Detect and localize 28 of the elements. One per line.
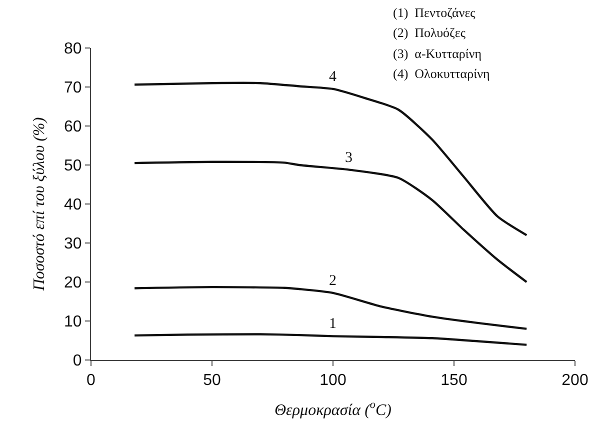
line-series	[133, 82, 528, 236]
text: (1) Πεντοζάνες	[393, 5, 476, 20]
y-axis-title: Ποσοστό επί του ξύλου (%)	[30, 117, 48, 292]
annotation: (4) Ολοκυτταρίνη	[393, 66, 490, 81]
line-series	[133, 286, 528, 330]
series-label: 3	[345, 150, 352, 166]
x-tick-label: 0	[86, 372, 96, 390]
y-tick-label: 30	[64, 236, 82, 253]
x-axis-title: Θερμοκρασία ($^{o}$C)	[274, 399, 392, 419]
y-tick-label: 20	[64, 274, 82, 292]
line-series	[133, 160, 528, 284]
x-tick-label: 50	[203, 372, 221, 390]
y-tick-label: 70	[64, 80, 82, 97]
y-tick-label: 50	[64, 158, 82, 175]
x-tick-label: 200	[562, 372, 588, 390]
y-tick-label: 10	[64, 314, 82, 331]
text: (2) Πολυόζες	[393, 25, 466, 40]
y-tick-label: 40	[64, 196, 82, 214]
annotation: (3) α-Κυτταρίνη	[393, 46, 482, 61]
y-tick-label: 60	[64, 118, 82, 136]
series-label: 4	[329, 69, 337, 85]
x-tick-label: 150	[440, 372, 468, 390]
line-series	[133, 333, 528, 346]
y-tick-label: 0	[72, 352, 82, 370]
series-label: 1	[329, 316, 336, 332]
x-tick-label: 100	[320, 372, 346, 390]
y-tick-label: 80	[64, 40, 82, 58]
series-label: 2	[329, 273, 336, 289]
